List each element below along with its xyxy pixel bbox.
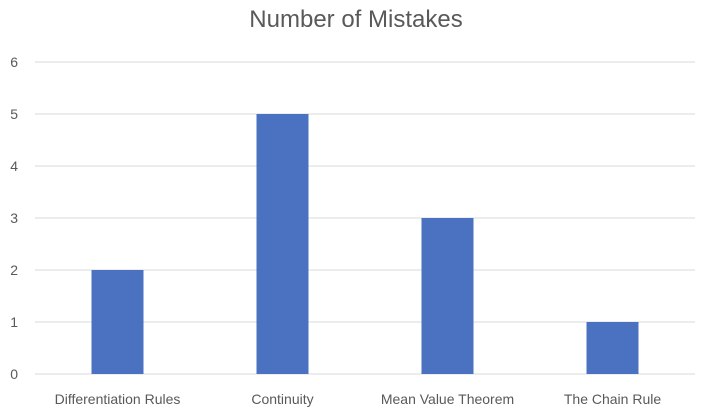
x-tick-label: The Chain Rule xyxy=(564,391,661,407)
bar xyxy=(421,218,474,374)
y-tick-label: 0 xyxy=(10,366,18,382)
bar xyxy=(91,270,144,374)
y-tick-label: 4 xyxy=(10,158,18,174)
y-tick-label: 5 xyxy=(10,106,18,122)
x-axis-labels: Differentiation Rules Continuity Mean Valu… xyxy=(55,391,662,407)
bars xyxy=(91,114,639,374)
bar xyxy=(256,114,309,374)
bar xyxy=(586,322,639,374)
x-tick-label: Continuity xyxy=(251,391,313,407)
y-tick-label: 6 xyxy=(10,54,18,70)
gridlines xyxy=(35,61,695,375)
y-axis-ticks: 0 1 2 3 4 5 6 xyxy=(10,54,18,382)
y-tick-label: 2 xyxy=(10,262,18,278)
chart-title: Number of Mistakes xyxy=(249,6,463,33)
x-tick-label: Mean Value Theorem xyxy=(381,391,514,407)
y-tick-label: 3 xyxy=(10,210,18,226)
x-tick-label: Differentiation Rules xyxy=(55,391,181,407)
y-tick-label: 1 xyxy=(10,314,18,330)
